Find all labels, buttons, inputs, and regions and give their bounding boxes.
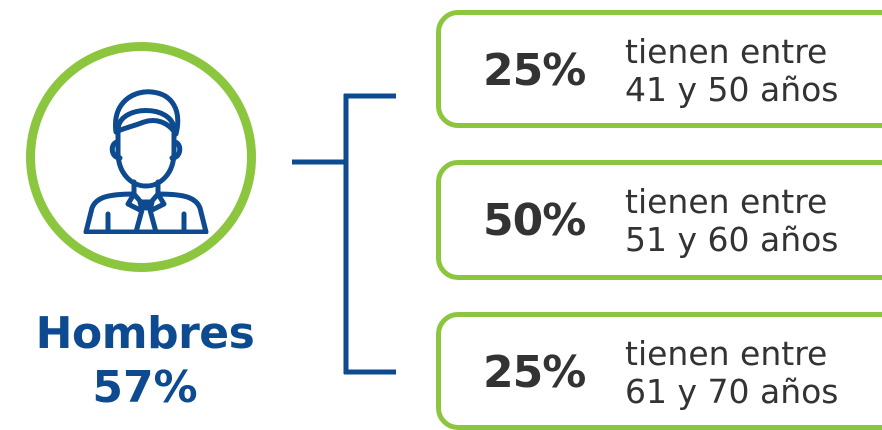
age-group-description: tienen entre 61 y 70 años bbox=[625, 335, 839, 411]
age-group-percent: 25% bbox=[483, 347, 586, 398]
icon-circle bbox=[26, 42, 256, 272]
age-group-line1: tienen entre bbox=[625, 32, 828, 71]
person-icon bbox=[83, 89, 209, 234]
age-group-description: tienen entre 51 y 60 años bbox=[625, 183, 839, 259]
age-group-line1: tienen entre bbox=[625, 182, 828, 221]
age-group-box: 50% tienen entre 51 y 60 años bbox=[436, 160, 882, 280]
age-group-box: 25% tienen entre 61 y 70 años bbox=[436, 312, 882, 430]
age-group-percent: 25% bbox=[483, 45, 586, 96]
age-group-percent: 50% bbox=[483, 195, 586, 246]
age-group-line2: 61 y 70 años bbox=[625, 372, 839, 411]
group-total-percent: 57% bbox=[92, 362, 198, 413]
group-title: Hombres bbox=[35, 308, 255, 359]
age-group-line2: 51 y 60 años bbox=[625, 220, 839, 259]
age-group-description: tienen entre 41 y 50 años bbox=[625, 33, 839, 109]
age-group-line2: 41 y 50 años bbox=[625, 70, 839, 109]
age-group-line1: tienen entre bbox=[625, 334, 828, 373]
age-group-box: 25% tienen entre 41 y 50 años bbox=[436, 10, 882, 128]
